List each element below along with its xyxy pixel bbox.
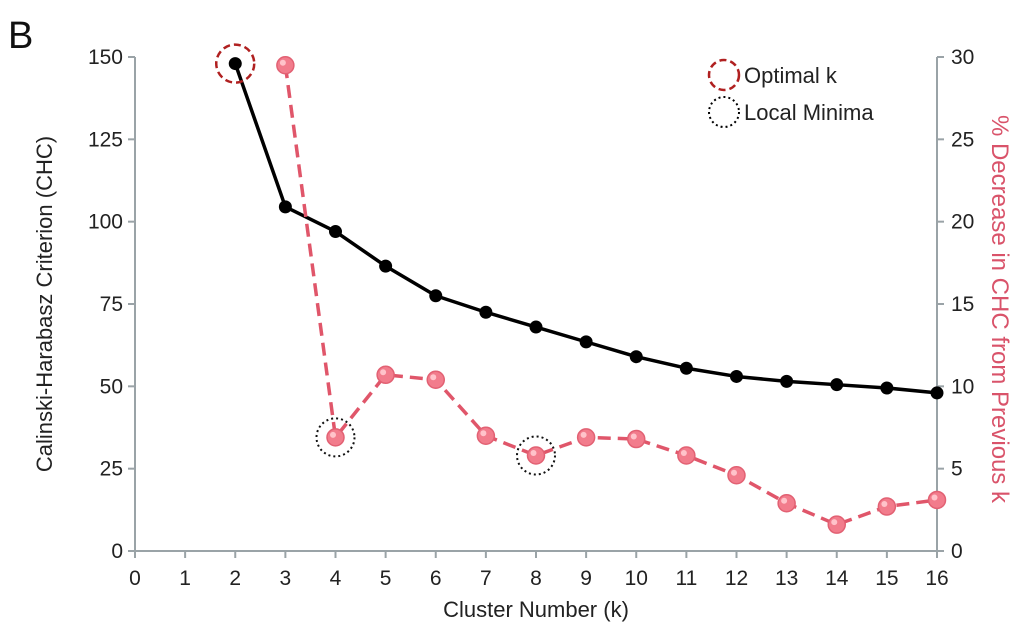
y-left-axis-title: Calinski-Harabasz Criterion (CHC) [32,136,57,472]
x-tick-label: 3 [280,567,292,590]
series-1-point [727,466,746,485]
series-1-point-highlight [931,494,938,501]
series-0-point [579,335,593,349]
local-minimum-marker [516,435,556,476]
x-tick-label: 5 [380,567,392,590]
series-1-point [576,428,596,447]
legend: Optimal k Local Minima [707,58,874,128]
series-0-point [379,259,393,273]
series-0-point [228,57,242,71]
series-1-point-highlight [731,469,737,476]
y-right-tick-label: 5 [951,458,963,481]
series-1-point [627,429,646,449]
y-right-tick-label: 0 [951,540,963,563]
x-tick-label: 4 [330,567,342,590]
series-0-point [278,200,292,214]
series-0-point [429,289,443,303]
x-tick-label: 0 [129,567,141,590]
y-left-tick-label: 150 [88,46,123,69]
series-1-point-highlight [831,519,838,526]
optimal-k-marker [215,43,256,84]
x-tick-label: 13 [775,567,798,590]
x-tick-label: 1 [179,567,191,590]
series-1-point-highlight [430,374,437,381]
y-left-tick-label: 125 [88,128,123,151]
series-1-point [877,497,897,516]
series-1-point [677,446,696,465]
legend-local-minima-icon [708,96,740,128]
legend-optimal-k-icon [707,58,741,92]
y-right-tick-label: 25 [951,128,974,151]
series-1-point [276,55,295,75]
x-tick-label: 6 [430,567,442,590]
x-tick-label: 2 [229,567,241,590]
y-left-tick-label: 75 [100,293,123,316]
axes: 0 1 2 3 4 5 6 7 8 9 10 11 12 13 14 15 160255075100125150… [32,46,1013,622]
series-0-point [679,361,693,375]
y-right-tick-label: 10 [951,375,974,398]
series-1-point [326,428,345,447]
local-minimum-marker [315,417,356,458]
series-1-point [927,490,947,510]
y-right-axis-title: % Decrease in CHC from Previous k [986,115,1013,504]
series-1-point-highlight [530,449,537,456]
series-0-point [479,305,493,319]
series-1-point [376,365,395,385]
y-right-tick-label: 20 [951,211,974,234]
series-0-point [930,386,944,400]
series-0-point [329,225,342,239]
panel-label: B [8,15,33,57]
series-1-point [526,446,546,465]
series-1-point-highlight [330,431,336,438]
legend-label: Optimal k [744,63,838,88]
x-tick-label: 12 [725,567,748,590]
x-tick-label: 7 [480,567,492,590]
legend-label: Local Minima [744,100,874,125]
series-0-point [830,378,844,392]
y-right-tick-label: 30 [951,46,974,69]
x-tick-label: 9 [580,567,592,590]
x-tick-label: 10 [625,567,648,590]
series-1-point-highlight [881,501,888,508]
series-1-point-highlight [630,433,637,440]
x-tick-label: 14 [825,567,849,590]
series-0-point [529,320,543,334]
series-0-point [730,369,743,383]
series-1-point [827,515,846,534]
series-1-point [777,493,796,513]
series-1-point-highlight [279,59,286,66]
y-left-tick-label: 25 [100,458,123,481]
y-left-tick-label: 50 [100,375,123,398]
series-0-point [629,350,643,364]
series-1-point [476,426,496,445]
series-1-point-highlight [580,431,587,438]
x-tick-label: 15 [875,567,898,590]
series-1-point-highlight [480,430,487,437]
series-0-point [780,374,794,388]
x-tick-label: 16 [925,567,948,590]
series-0-point [880,381,894,395]
x-tick-label: 11 [675,567,697,590]
y-left-tick-label: 0 [111,540,123,563]
x-tick-label: 8 [530,567,542,590]
series-1-line [283,64,938,527]
series-1-point-highlight [781,497,788,504]
x-axis-title: Cluster Number (k) [443,597,629,622]
series-1-point [426,370,445,389]
series-1-point-highlight [380,369,387,376]
series-layer [215,43,947,534]
y-right-tick-label: 15 [951,293,974,316]
y-left-tick-label: 100 [88,211,123,234]
series-1-point-highlight [680,449,687,456]
